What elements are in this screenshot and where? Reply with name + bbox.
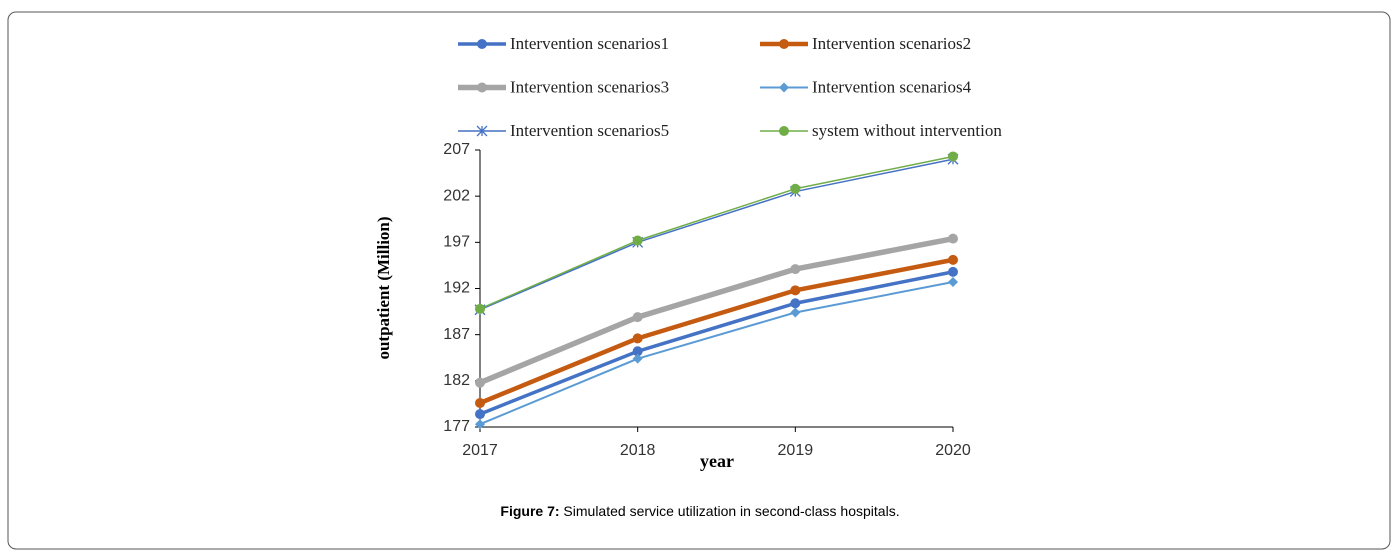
marker: [790, 307, 801, 318]
y-tick-label: 207: [443, 141, 470, 158]
x-axis-label: year: [700, 451, 734, 471]
series-line: [479, 158, 954, 311]
marker: [948, 277, 958, 288]
series-line: [479, 257, 954, 406]
legend-marker: [779, 39, 789, 49]
y-axis-label: outpatient (Million): [374, 216, 393, 359]
series: [475, 151, 958, 314]
x-tick-label: 2019: [778, 442, 814, 459]
series: [475, 266, 958, 420]
y-tick-label: 182: [443, 372, 470, 389]
y-tick-label: 202: [443, 187, 470, 204]
marker: [475, 419, 485, 430]
marker: [475, 397, 485, 408]
marker: [632, 346, 643, 357]
legend-label: Intervention scenarios5: [510, 121, 669, 140]
series: [475, 254, 958, 408]
marker: [475, 377, 485, 388]
legend-marker: [477, 39, 487, 49]
series: [475, 233, 958, 388]
series-line: [479, 270, 954, 416]
legend-marker: [779, 82, 789, 93]
marker: [475, 303, 485, 314]
legend-label: Intervention scenarios2: [812, 34, 971, 53]
legend-label: Intervention scenarios3: [510, 77, 669, 96]
legend-marker: [476, 125, 488, 137]
marker: [948, 266, 958, 277]
caption-label: Figure 7:: [500, 503, 559, 519]
marker: [790, 298, 801, 309]
caption-text: Simulated service utilization in second-…: [563, 503, 899, 519]
marker: [632, 353, 643, 364]
marker: [632, 235, 643, 246]
x-tick-label: 2017: [462, 442, 498, 459]
legend-label: Intervention scenarios4: [812, 77, 972, 96]
marker: [632, 333, 643, 344]
marker: [948, 254, 958, 265]
legend-marker: [779, 126, 789, 136]
marker: [948, 233, 958, 244]
y-tick-label: 177: [443, 418, 470, 435]
legend-marker: [477, 82, 487, 93]
marker: [790, 264, 801, 275]
marker: [948, 151, 958, 162]
legend-label: Intervention scenarios1: [510, 34, 669, 53]
caption: Figure 7: Simulated service utilization …: [500, 503, 899, 519]
y-tick-label: 197: [443, 234, 470, 251]
y-tick-label: 192: [443, 280, 470, 297]
x-tick-label: 2018: [620, 442, 656, 459]
series-line: [479, 281, 954, 426]
marker: [790, 285, 801, 296]
y-tick-label: 187: [443, 326, 470, 343]
series-line: [479, 155, 954, 310]
marker: [632, 312, 643, 323]
legend-label: system without intervention: [812, 121, 1002, 140]
figure-frame: [7, 11, 1391, 550]
marker: [790, 183, 801, 194]
x-tick-label: 2020: [935, 442, 971, 459]
series: [475, 277, 958, 430]
series-line: [478, 235, 954, 386]
marker: [475, 409, 485, 420]
